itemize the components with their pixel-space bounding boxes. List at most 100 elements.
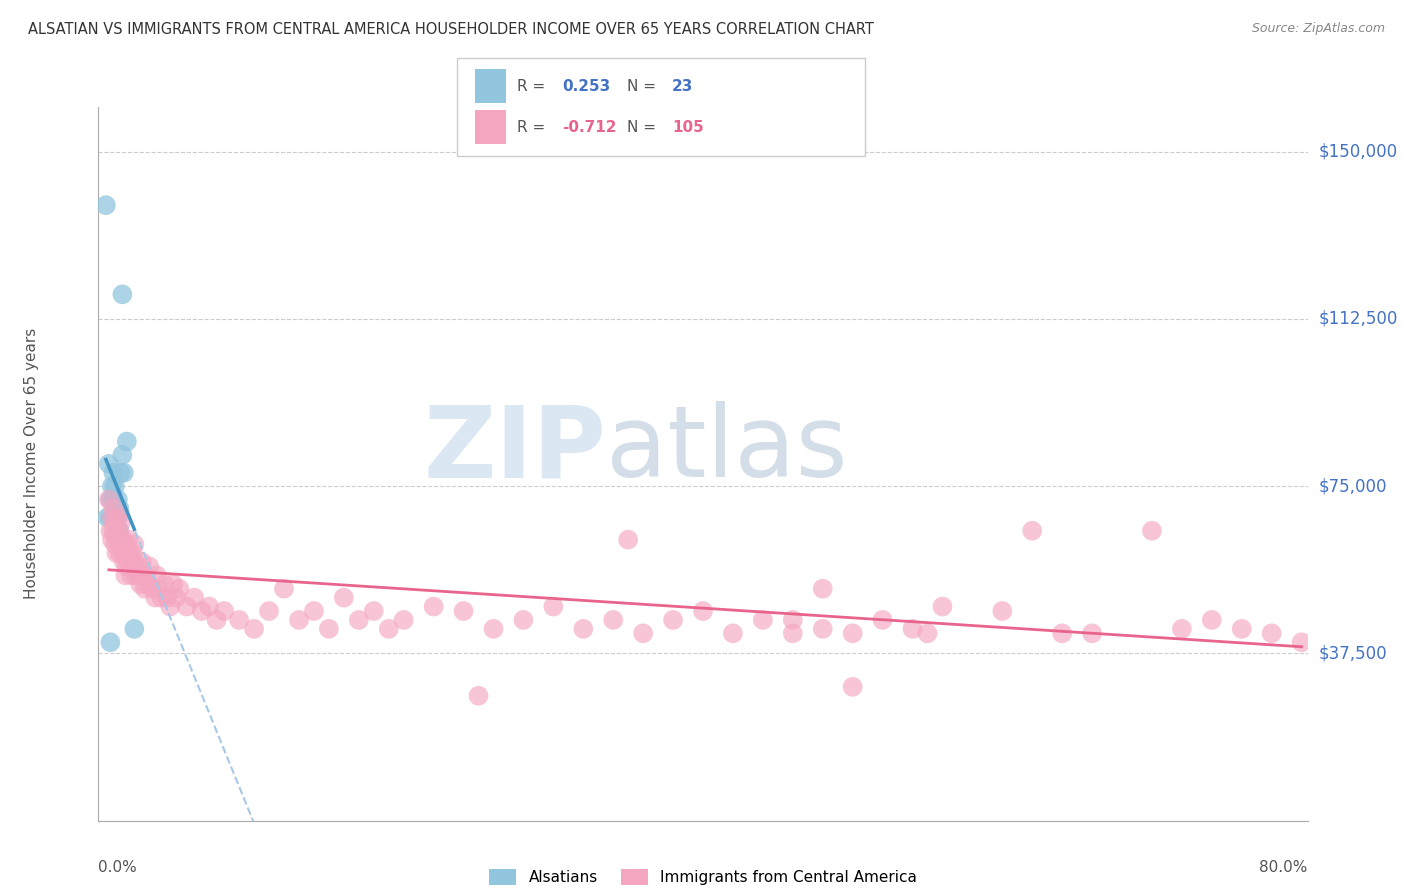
Point <box>132 568 155 582</box>
Point <box>512 613 534 627</box>
Point <box>392 613 415 627</box>
Point <box>110 537 132 551</box>
Point <box>103 466 125 480</box>
Text: 0.0%: 0.0% <box>98 860 138 875</box>
Point <box>1050 626 1073 640</box>
Point <box>112 537 135 551</box>
Point <box>991 604 1014 618</box>
Point <box>111 287 134 301</box>
Point <box>127 559 149 574</box>
Point <box>107 492 129 507</box>
Point <box>100 492 122 507</box>
Point <box>111 546 134 560</box>
Text: N =: N = <box>627 120 657 135</box>
Point <box>377 622 399 636</box>
Point <box>1260 626 1282 640</box>
Text: -0.712: -0.712 <box>562 120 617 135</box>
Point <box>811 622 834 636</box>
Point <box>162 577 184 591</box>
Point <box>318 622 340 636</box>
Point <box>617 533 640 547</box>
Point <box>422 599 444 614</box>
Text: 0.253: 0.253 <box>562 79 610 94</box>
Point <box>467 689 489 703</box>
Point <box>100 510 122 524</box>
Point <box>100 524 122 538</box>
Text: 80.0%: 80.0% <box>1260 860 1308 875</box>
Point <box>257 604 280 618</box>
Point <box>347 613 370 627</box>
Point <box>96 510 118 524</box>
Point <box>105 524 128 538</box>
Point <box>782 613 804 627</box>
Point <box>128 568 150 582</box>
Point <box>131 555 153 569</box>
Point <box>543 599 565 614</box>
Point <box>153 577 176 591</box>
Point <box>198 599 221 614</box>
Point <box>104 510 127 524</box>
Point <box>108 501 131 516</box>
Point <box>100 635 122 649</box>
Point <box>124 622 146 636</box>
Point <box>101 533 124 547</box>
Point <box>841 680 863 694</box>
Point <box>117 555 139 569</box>
Point <box>482 622 505 636</box>
Point <box>662 613 685 627</box>
Point <box>118 546 141 560</box>
Point <box>243 622 266 636</box>
Point <box>107 533 129 547</box>
Point <box>363 604 385 618</box>
Point <box>150 591 173 605</box>
Point <box>1230 622 1253 636</box>
Point <box>111 533 134 547</box>
Point <box>112 466 135 480</box>
Point <box>721 626 744 640</box>
Point <box>1171 622 1194 636</box>
Point <box>107 510 129 524</box>
Point <box>135 568 157 582</box>
Text: atlas: atlas <box>606 401 848 498</box>
Text: 105: 105 <box>672 120 704 135</box>
Point <box>124 537 146 551</box>
Point <box>101 479 124 493</box>
Point <box>156 591 179 605</box>
Point <box>124 555 146 569</box>
Point <box>105 524 128 538</box>
Point <box>333 591 356 605</box>
Point <box>104 479 127 493</box>
Point <box>120 568 142 582</box>
Point <box>115 559 138 574</box>
Point <box>692 604 714 618</box>
Point <box>176 599 198 614</box>
Point <box>101 510 124 524</box>
Text: 23: 23 <box>672 79 693 94</box>
Point <box>134 582 156 596</box>
Point <box>103 501 125 516</box>
Point <box>104 515 127 529</box>
Point <box>811 582 834 596</box>
Point <box>108 524 131 538</box>
Point <box>110 515 132 529</box>
Point <box>97 492 120 507</box>
Point <box>572 622 595 636</box>
Point <box>121 546 143 560</box>
Point <box>752 613 775 627</box>
Point <box>94 198 117 212</box>
Point <box>138 559 160 574</box>
Point <box>108 524 131 538</box>
Point <box>110 466 132 480</box>
Point <box>288 613 311 627</box>
Point <box>114 546 136 560</box>
Point <box>143 591 166 605</box>
Text: Source: ZipAtlas.com: Source: ZipAtlas.com <box>1251 22 1385 36</box>
Point <box>782 626 804 640</box>
Point <box>148 582 170 596</box>
Point <box>136 577 159 591</box>
Point <box>114 568 136 582</box>
Text: R =: R = <box>517 79 546 94</box>
Point <box>183 591 205 605</box>
Point <box>212 604 235 618</box>
Point <box>190 604 212 618</box>
